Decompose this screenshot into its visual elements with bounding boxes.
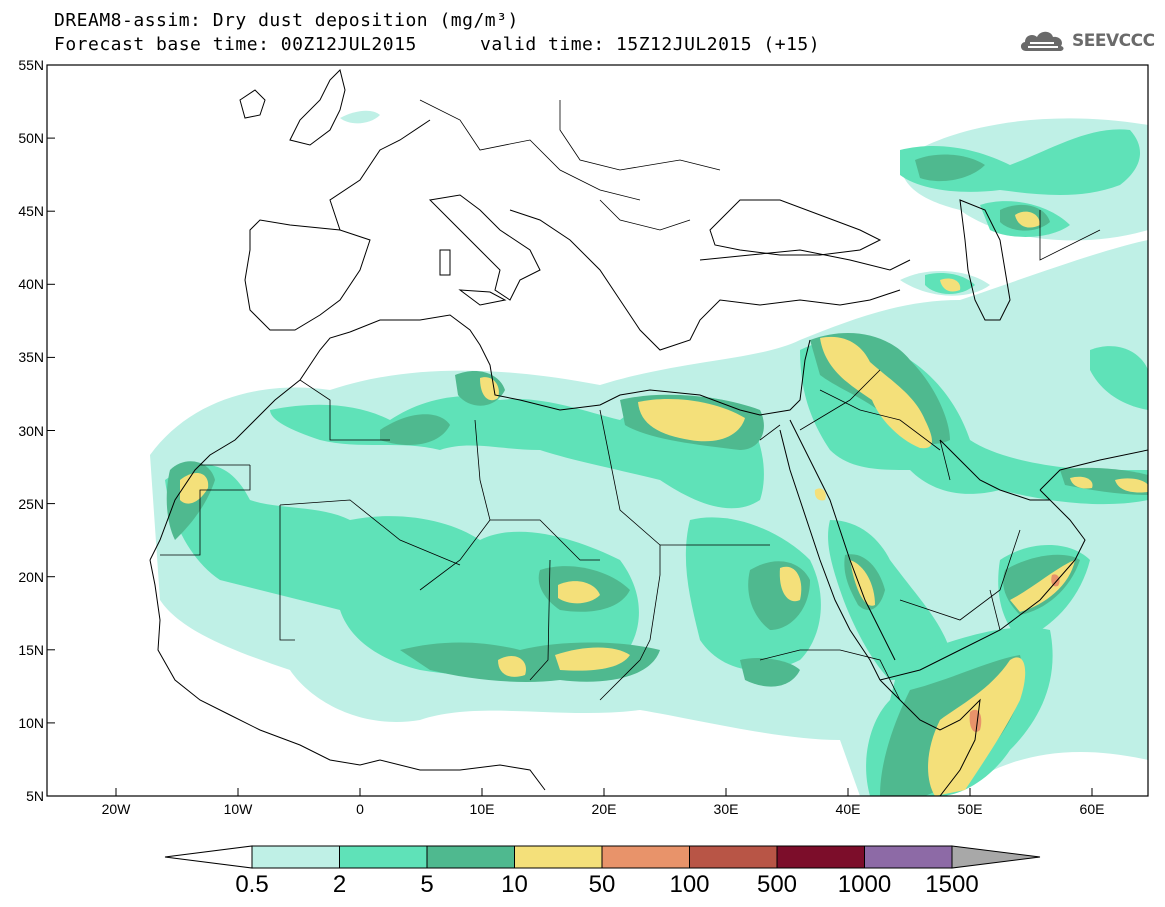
lat-label: 50N [18,130,44,147]
lat-label: 15N [18,641,44,658]
valid-time: valid time: 15Z12JUL2015 (+15) [480,34,821,55]
lon-label: 20W [101,801,131,817]
colorbar-label: 10 [501,871,528,898]
lon-label: 10E [469,801,495,817]
dust-fields [150,110,1148,796]
cloud-icon [1020,31,1064,51]
coastlines [149,69,1148,796]
colorbar-label: 1000 [837,871,892,898]
colorbar-label: 1500 [925,871,979,898]
lon-label: 50E [957,801,983,817]
forecast-base-time: Forecast base time: 00Z12JUL2015 [54,34,417,55]
colorbar-label: 500 [756,871,798,898]
colorbar-label: 2 [332,871,347,898]
lat-label: 45N [18,203,44,220]
lon-label: 0 [356,801,364,817]
colorbar-label: 100 [669,871,710,898]
colorbar-label: 0.5 [235,871,269,898]
lon-label: 60E [1079,801,1105,817]
lat-label: 20N [18,568,44,585]
lon-label: 10W [223,801,253,817]
lat-label: 55N [18,57,44,73]
country-borders [160,99,1101,701]
lon-label: 20E [591,801,617,817]
lat-label: 40N [18,276,44,293]
map-title: DREAM8-assim: Dry dust deposition (mg/m³… [54,10,519,31]
lon-label: 30E [713,801,739,817]
lat-label: 30N [18,422,44,439]
colorbar-label: 50 [588,871,616,898]
seevccc-logo: SEEVCCC [1018,27,1155,55]
lat-label: 5N [26,788,44,804]
lon-label: 40E [835,801,861,817]
colorbar-label: 5 [420,871,434,898]
lat-label: 25N [18,495,44,512]
lat-label: 35N [18,349,44,366]
lat-label: 10N [18,714,44,731]
logo-text: SEEVCCC [1072,31,1155,51]
axis-ticks [47,64,1093,797]
